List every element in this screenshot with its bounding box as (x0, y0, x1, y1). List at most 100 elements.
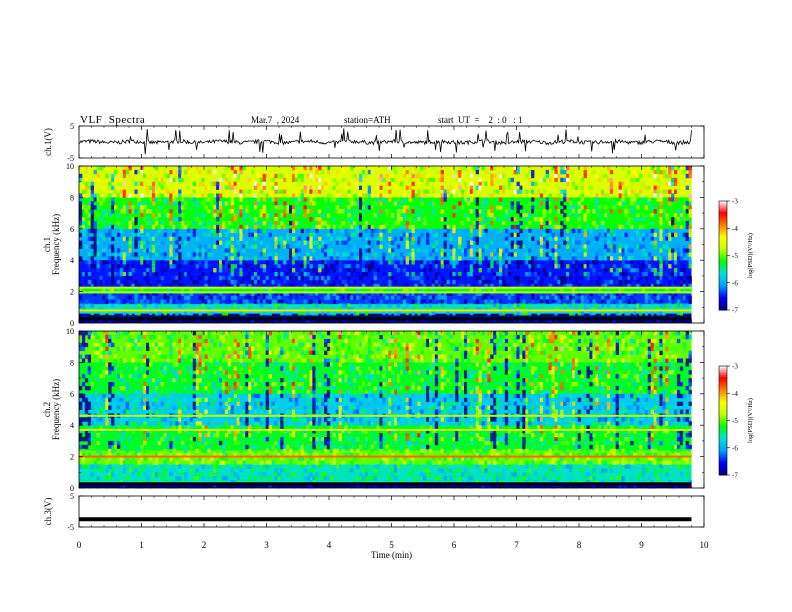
texture-cell (175, 224, 179, 230)
texture-cell (437, 283, 442, 289)
texture-cell (443, 217, 447, 222)
texture-cell (198, 436, 202, 442)
texture-cell (647, 283, 652, 289)
texture-cell (251, 393, 255, 399)
texture-cell (122, 331, 127, 336)
texture-cell (207, 460, 211, 465)
texture-cell (207, 224, 211, 230)
texture-cell (417, 240, 421, 245)
texture-cell (487, 260, 491, 265)
texture-cell (259, 275, 264, 281)
texture-cell (606, 177, 611, 183)
texture-cell (469, 268, 474, 273)
texture-cell (501, 201, 506, 206)
texture-cell (528, 248, 532, 253)
texture-cell (604, 228, 608, 234)
texture-cell (186, 244, 191, 249)
texture-cell (571, 291, 576, 296)
texture-cell (265, 334, 269, 340)
texture-cell (571, 209, 576, 214)
texture-cell (81, 166, 86, 171)
texture-cell (265, 425, 269, 430)
texture-cell (437, 295, 442, 300)
texture-cell (114, 205, 118, 210)
texture-cell (650, 205, 654, 210)
texture-cell (385, 189, 389, 194)
texture-cell (201, 319, 205, 324)
texture-cell (195, 256, 199, 261)
texture-cell (221, 456, 226, 461)
texture-cell (297, 224, 302, 230)
texture-cell (224, 256, 229, 261)
texture-cell (219, 389, 223, 395)
texture-cell (84, 405, 89, 410)
texture-cell (181, 354, 185, 359)
texture-cell (175, 311, 179, 316)
texture-cell (119, 456, 124, 461)
texture-cell (347, 232, 351, 238)
texture-cell (452, 275, 456, 281)
texture-cell (580, 224, 584, 230)
texture-cell (461, 193, 465, 198)
texture-cell (160, 213, 164, 218)
texture-cell (163, 197, 167, 202)
texture-cell (469, 299, 474, 304)
texture-cell (461, 244, 465, 249)
texture-cell (586, 256, 590, 261)
texture-cell (195, 205, 199, 210)
texture-cell (207, 382, 211, 387)
texture-cell (510, 291, 514, 296)
texture-cell (248, 448, 252, 454)
texture-cell (186, 484, 191, 489)
texture-cell (682, 295, 687, 300)
texture-cell (414, 217, 418, 222)
texture-cell (513, 319, 517, 324)
texture-cell (114, 287, 118, 293)
texture-cell (233, 385, 237, 391)
texture-cell (169, 476, 173, 481)
texture-cell (169, 374, 173, 379)
texture-cell (166, 444, 170, 450)
texture-cell (201, 374, 205, 379)
texture-cell (621, 295, 625, 300)
texture-cell (114, 354, 118, 359)
date-label: Mar.7 , 2024 (251, 115, 300, 125)
texture-cell (251, 279, 255, 285)
texture-cell (189, 401, 194, 406)
texture-cell (361, 217, 366, 222)
texture-cell (286, 311, 290, 316)
texture-cell (592, 236, 596, 241)
texture-cell (146, 260, 150, 265)
texture-cell (201, 464, 205, 469)
texture-cell (157, 378, 162, 383)
texture-cell (140, 166, 144, 171)
texture-cell (487, 299, 491, 304)
texture-cell (151, 385, 156, 391)
texture-cell (172, 334, 176, 340)
texture-cell (647, 319, 652, 324)
texture-cell (219, 240, 223, 245)
texture-cell (420, 271, 424, 277)
texture-cell (379, 295, 383, 300)
texture-cell (405, 283, 409, 289)
texture-cell (423, 275, 427, 281)
texture-cell (213, 433, 217, 438)
texture-cell (455, 173, 459, 179)
texture-cell (347, 209, 351, 214)
texture-cell (685, 299, 689, 304)
texture-cell (219, 346, 223, 352)
texture-cell (612, 201, 617, 206)
texture-cell (291, 205, 296, 210)
texture-cell (219, 264, 223, 269)
texture-cell (289, 205, 293, 210)
texture-cell (125, 205, 129, 210)
texture-cell (99, 311, 103, 316)
texture-cell (90, 244, 94, 249)
texture-cell (201, 169, 205, 175)
texture-cell (478, 228, 482, 234)
texture-cell (507, 283, 512, 289)
texture-cell (201, 397, 205, 403)
texture-cell (633, 177, 637, 183)
texture-cell (265, 358, 269, 363)
texture-cell (111, 248, 115, 253)
